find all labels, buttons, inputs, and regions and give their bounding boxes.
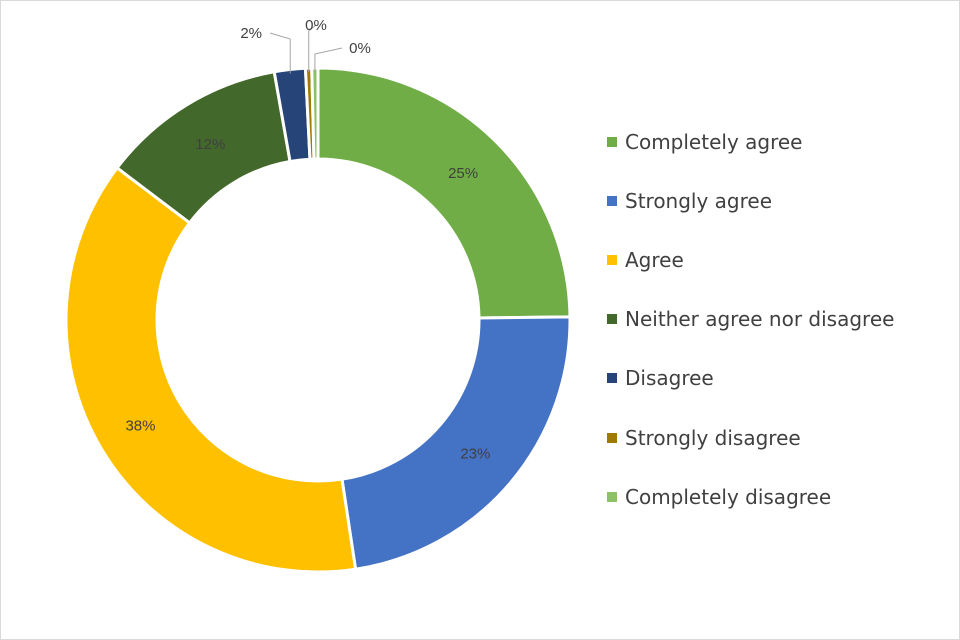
leader-lines [269, 24, 343, 74]
legend-label: Strongly agree [625, 188, 773, 213]
data-label-completely-agree: 25% [448, 165, 478, 182]
chart-legend: Completely agree Strongly agree Agree Neith… [607, 112, 894, 526]
legend-swatch [607, 491, 617, 502]
legend-item-completely-disagree: Completely disagree [607, 467, 894, 526]
legend-label: Completely disagree [625, 484, 832, 509]
legend-swatch [607, 254, 617, 265]
data-labels: 25% 23% 38% 12% 2% 0% 0% [125, 17, 490, 463]
data-label-agree: 38% [125, 417, 155, 434]
slice-completely-disagree [310, 66, 320, 161]
data-label-disagree: 2% [240, 25, 262, 42]
legend-item-neither-agree-nor-disagree: Neither agree nor disagree [607, 290, 894, 349]
legend-swatch [607, 432, 617, 443]
legend-label: Strongly disagree [625, 425, 801, 450]
legend-item-agree: Agree [607, 230, 894, 289]
slice-strongly-agree [340, 315, 572, 571]
legend-item-disagree: Disagree [607, 349, 894, 408]
data-label-completely-disagree: 0% [349, 40, 371, 57]
legend-label: Completely agree [625, 129, 803, 154]
legend-swatch [607, 314, 617, 325]
legend-label: Agree [625, 247, 684, 272]
legend-swatch [607, 195, 617, 206]
data-label-strongly-disagree: 0% [305, 17, 327, 34]
legend-label: Neither agree nor disagree [625, 307, 895, 332]
leader-line-strongly-disagree [308, 24, 317, 73]
leader-line-disagree [269, 32, 291, 74]
legend-label: Disagree [625, 366, 714, 391]
legend-swatch [607, 136, 617, 147]
leader-line-completely-disagree [314, 47, 343, 73]
legend-item-completely-agree: Completely agree [607, 112, 894, 171]
legend-item-strongly-disagree: Strongly disagree [607, 408, 894, 467]
donut-slices [64, 66, 572, 574]
slice-agree [64, 165, 358, 574]
legend-item-strongly-agree: Strongly agree [607, 171, 894, 230]
data-label-neither-agree-nor-disagree: 12% [195, 136, 225, 153]
data-label-strongly-agree: 23% [460, 446, 490, 463]
slice-completely-agree [316, 66, 572, 320]
legend-swatch [607, 373, 617, 384]
